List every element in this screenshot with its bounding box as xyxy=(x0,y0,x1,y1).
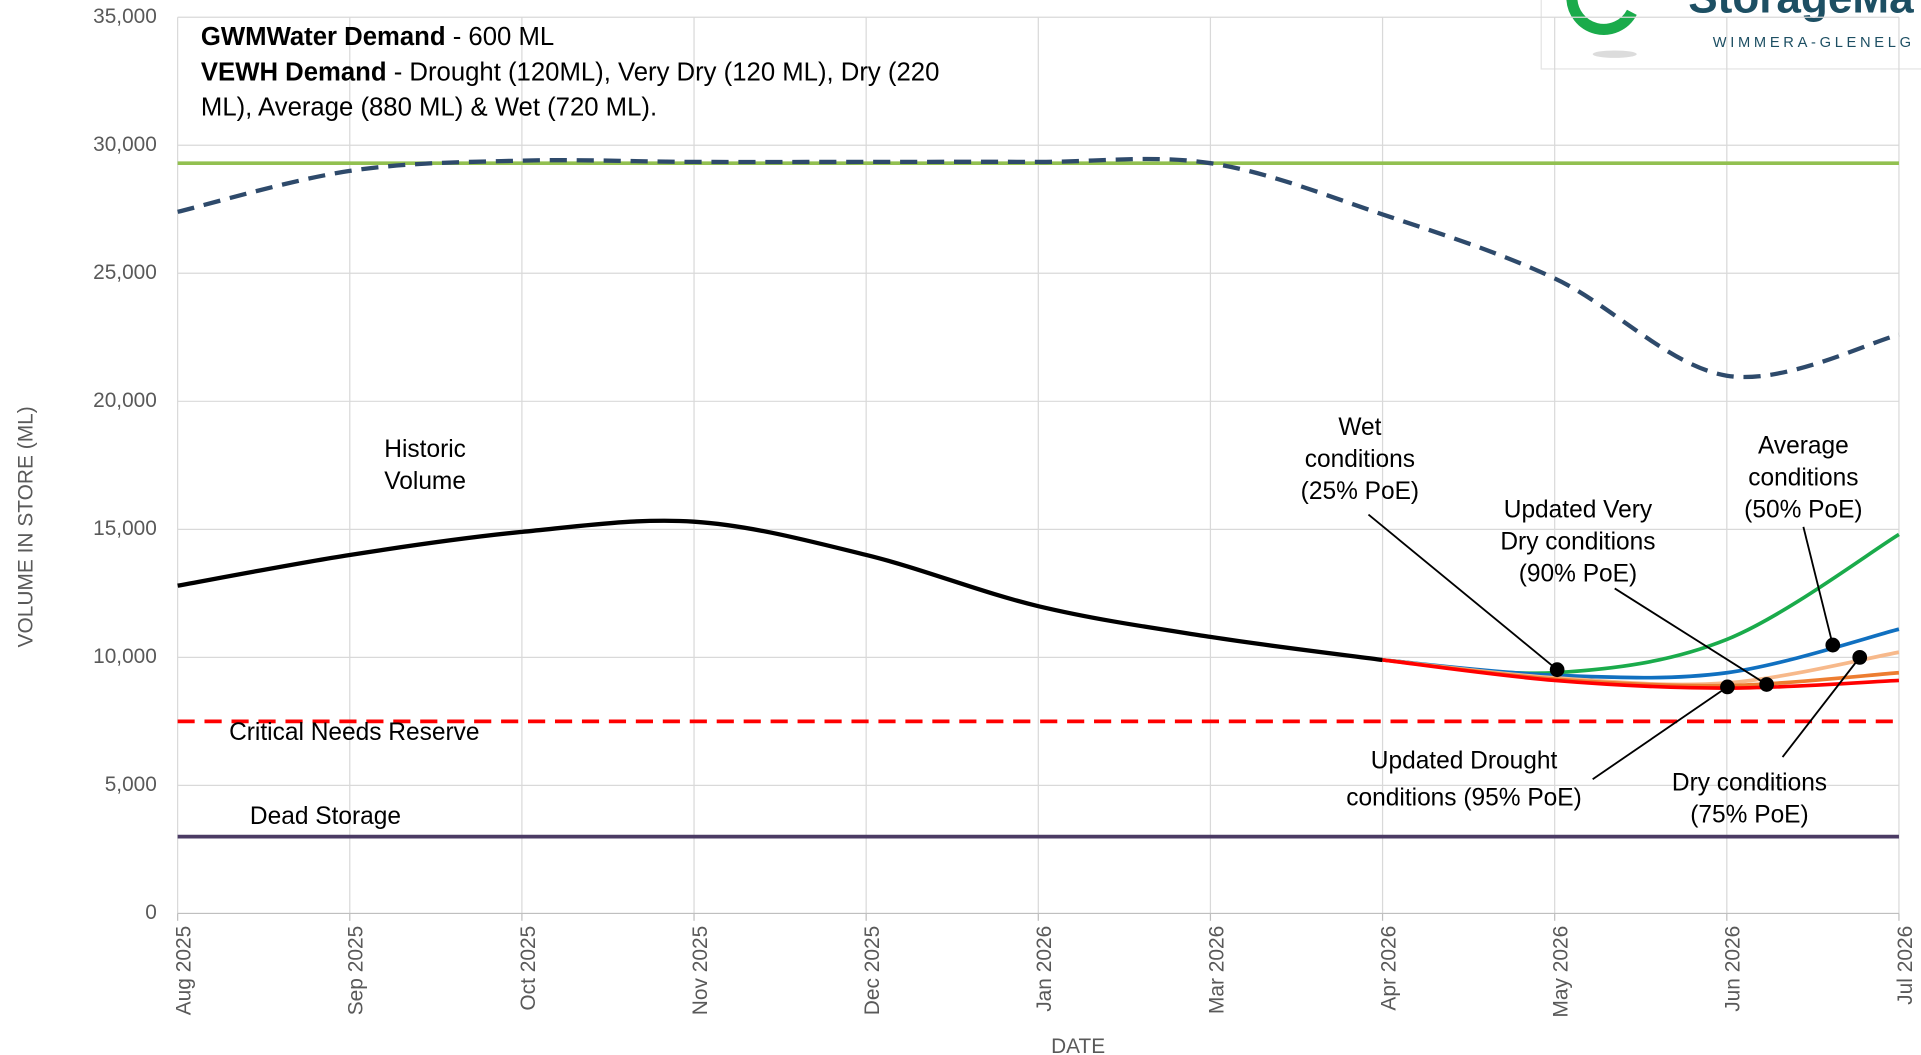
annotation: (50% PoE) xyxy=(1744,496,1862,523)
leader-line xyxy=(1614,587,1768,686)
note: GWMWater Demand - 600 ML xyxy=(201,23,554,51)
x-tick-label: Apr 2026 xyxy=(1377,926,1400,1011)
annotation: Dry conditions xyxy=(1672,770,1827,797)
leader-dot xyxy=(1549,662,1565,678)
note-text: - Drought (120ML), Very Dry (120 ML), Dr… xyxy=(387,58,940,86)
annotation: Dead Storage xyxy=(250,803,401,830)
leader-line xyxy=(1781,656,1861,758)
annotation: (25% PoE) xyxy=(1301,478,1419,505)
logo-mark xyxy=(1566,0,1637,35)
leader-line xyxy=(1802,526,1834,646)
annotation: Historic xyxy=(384,436,466,463)
annotation: conditions xyxy=(1748,464,1858,491)
x-tick-label: Jan 2026 xyxy=(1033,926,1056,1012)
note-bold: VEWH Demand xyxy=(201,58,387,86)
annotation: conditions (95% PoE) xyxy=(1346,784,1581,811)
annotation: Dry conditions xyxy=(1500,528,1655,555)
y-axis-label: VOLUME IN STORE (ML) xyxy=(14,406,37,647)
note-text: - 600 ML xyxy=(446,23,555,51)
annotation: Updated Drought xyxy=(1371,747,1558,774)
y-tick-label: 15,000 xyxy=(93,517,157,540)
note-bold: GWMWater Demand xyxy=(201,23,446,51)
x-tick-label: Mar 2026 xyxy=(1205,926,1228,1014)
logo-name: StorageMa xyxy=(1688,0,1914,22)
y-tick-label: 25,000 xyxy=(93,261,157,284)
y-tick-label: 35,000 xyxy=(93,5,157,28)
annotation: Average xyxy=(1758,432,1849,459)
leader-dot xyxy=(1825,637,1841,653)
logo-shadow xyxy=(1592,50,1637,58)
x-axis-label: DATE xyxy=(1051,1035,1105,1055)
note: VEWH Demand - Drought (120ML), Very Dry … xyxy=(201,58,939,86)
annotation: (90% PoE) xyxy=(1519,560,1637,587)
leader-dot xyxy=(1720,679,1735,695)
series-line xyxy=(177,518,1383,663)
logo: StorageMa WIMMERA-GLENELG xyxy=(1540,0,1921,70)
y-tick-label: 30,000 xyxy=(93,133,157,156)
x-tick-label: Dec 2025 xyxy=(861,926,884,1016)
annotation: Updated Very xyxy=(1504,496,1653,523)
leader-dot xyxy=(1759,677,1774,692)
y-tick-label: 10,000 xyxy=(93,645,157,668)
x-tick-label: Oct 2025 xyxy=(517,926,540,1011)
x-tick-label: Jun 2026 xyxy=(1722,926,1745,1012)
annotation: (75% PoE) xyxy=(1690,802,1808,829)
series-line xyxy=(1382,658,1900,690)
y-tick-label: 0 xyxy=(145,901,157,924)
x-tick-label: Jul 2026 xyxy=(1894,926,1917,1005)
y-tick-label: 5,000 xyxy=(105,773,157,796)
leader-line xyxy=(1367,513,1558,671)
x-tick-label: May 2026 xyxy=(1550,926,1573,1018)
note-text: ML), Average (880 ML) & Wet (720 ML). xyxy=(201,93,657,121)
annotation: Volume xyxy=(384,468,466,495)
leader-dot xyxy=(1852,649,1868,665)
x-tick-label: Nov 2025 xyxy=(689,926,712,1016)
x-tick-label: Sep 2025 xyxy=(345,926,368,1016)
note: ML), Average (880 ML) & Wet (720 ML). xyxy=(201,93,657,121)
series-line xyxy=(177,156,1900,380)
logo-tagline: WIMMERA-GLENELG xyxy=(1713,35,1915,51)
leader-line xyxy=(1592,686,1728,781)
annotation: Critical Needs Reserve xyxy=(229,719,479,746)
x-tick-label: Aug 2025 xyxy=(173,926,196,1016)
annotation: conditions xyxy=(1305,446,1415,473)
y-tick-label: 20,000 xyxy=(93,389,157,412)
annotation: Wet xyxy=(1338,414,1381,441)
